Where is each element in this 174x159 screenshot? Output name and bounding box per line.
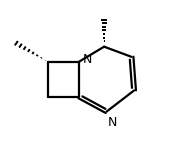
Text: N: N bbox=[83, 53, 92, 66]
Text: N: N bbox=[108, 116, 117, 129]
